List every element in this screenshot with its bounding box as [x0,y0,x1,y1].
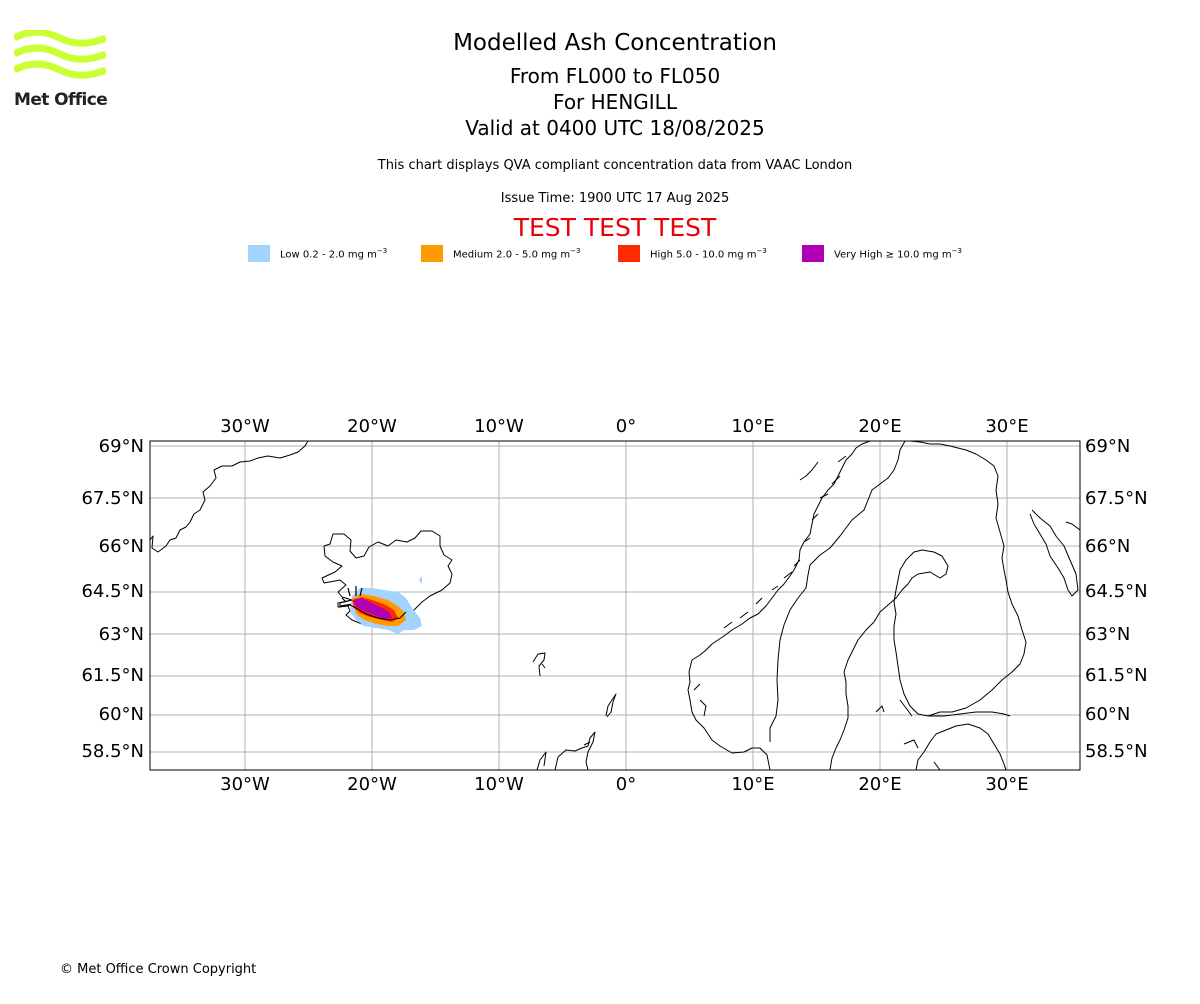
lat-label-left: 63°N [99,624,144,645]
graticule [150,441,1080,770]
legend-swatch-medium [421,245,443,262]
lat-label-left: 64.5°N [81,581,144,602]
ash-low-patch [419,576,422,584]
volcano-name: For HENGILL [553,90,677,114]
lon-labels-top: 30°W 20°W 10°W 0° 10°E 20°E 30°E [220,416,1028,437]
lat-label-right: 63°N [1085,624,1130,645]
iceland-coast-overlay [339,599,407,621]
coastline-baltics [915,723,1007,770]
coastline-greenland [150,441,309,553]
lon-label-bottom: 30°E [985,774,1028,795]
lat-label-left: 60°N [99,704,144,725]
issue-time: Issue Time: 1900 UTC 17 Aug 2025 [500,191,730,206]
map-frame [149,440,1081,771]
lon-label-bottom: 10°W [474,774,524,795]
coastline-norway [687,441,871,770]
volcano-marker [341,586,363,603]
lon-label-top: 10°E [731,416,774,437]
lat-label-right: 69°N [1085,436,1130,457]
flight-levels: From FL000 to FL050 [509,64,721,88]
lat-label-right: 66°N [1085,536,1130,557]
coastline-kola [1029,509,1079,597]
legend-label-low: Low 0.2 - 2.0 mg m [280,249,377,261]
lat-label-left: 69°N [99,436,144,457]
coastline-aland [875,699,941,770]
legend-label-medium: Medium 2.0 - 5.0 mg m [453,249,571,261]
coastline-scotland [536,731,596,770]
lat-label-right: 64.5°N [1085,581,1148,602]
coastline-norway-islands [693,455,847,717]
lon-label-top: 10°W [474,416,524,437]
ash-plume [339,576,422,634]
description-text: This chart displays QVA compliant concen… [377,158,853,173]
lon-label-top: 20°W [347,416,397,437]
legend-label-very-high: Very High ≥ 10.0 mg m [834,249,952,261]
logo-text: Met Office [14,90,108,110]
lat-label-left: 66°N [99,536,144,557]
coastline-sweden-east [829,573,919,770]
coastline-finland [893,441,1027,717]
met-office-logo: Met Office [12,28,108,112]
lat-label-right: 60°N [1085,704,1130,725]
legend-swatch-very-high [802,245,824,262]
lon-label-top: 0° [616,416,636,437]
lon-label-top: 20°E [858,416,901,437]
lon-label-bottom: 20°E [858,774,901,795]
legend-label-high: High 5.0 - 10.0 mg m [650,249,757,261]
lat-label-right: 61.5°N [1085,665,1148,686]
chart-title: Modelled Ash Concentration [453,30,777,56]
coastline-gulf-finland [928,711,1011,717]
met-office-waves-icon [12,28,108,79]
map-background [150,441,1080,770]
lat-label-right: 67.5°N [1085,488,1148,509]
coastline-shetland [605,693,617,718]
coastlines [150,441,1080,770]
legend-swatch-high [618,245,640,262]
lat-label-right: 58.5°N [1085,741,1148,762]
lat-label-left: 61.5°N [81,665,144,686]
ash-very-high [353,598,392,619]
lon-label-bottom: 0° [616,774,636,795]
lat-label-left: 58.5°N [81,741,144,762]
lon-label-bottom: 10°E [731,774,774,795]
lon-label-bottom: 20°W [347,774,397,795]
lat-labels-left: 69°N 67.5°N 66°N 64.5°N 63°N 61.5°N 60°N… [81,436,144,762]
lon-labels-bottom: 30°W 20°W 10°W 0° 10°E 20°E 30°E [220,774,1028,795]
lon-label-bottom: 30°W [220,774,270,795]
copyright-text: © Met Office Crown Copyright [60,962,257,977]
valid-time: Valid at 0400 UTC 18/08/2025 [465,116,765,140]
test-banner: TEST TEST TEST [513,213,717,242]
lon-label-top: 30°W [220,416,270,437]
coastline-faroe [532,652,546,677]
coastline-far-east [1065,521,1080,531]
legend-swatch-low [248,245,270,262]
lon-label-top: 30°E [985,416,1028,437]
lat-label-left: 67.5°N [81,488,144,509]
lat-labels-right: 69°N 67.5°N 66°N 64.5°N 63°N 61.5°N 60°N… [1085,436,1148,762]
border-norway-sweden [769,441,906,742]
